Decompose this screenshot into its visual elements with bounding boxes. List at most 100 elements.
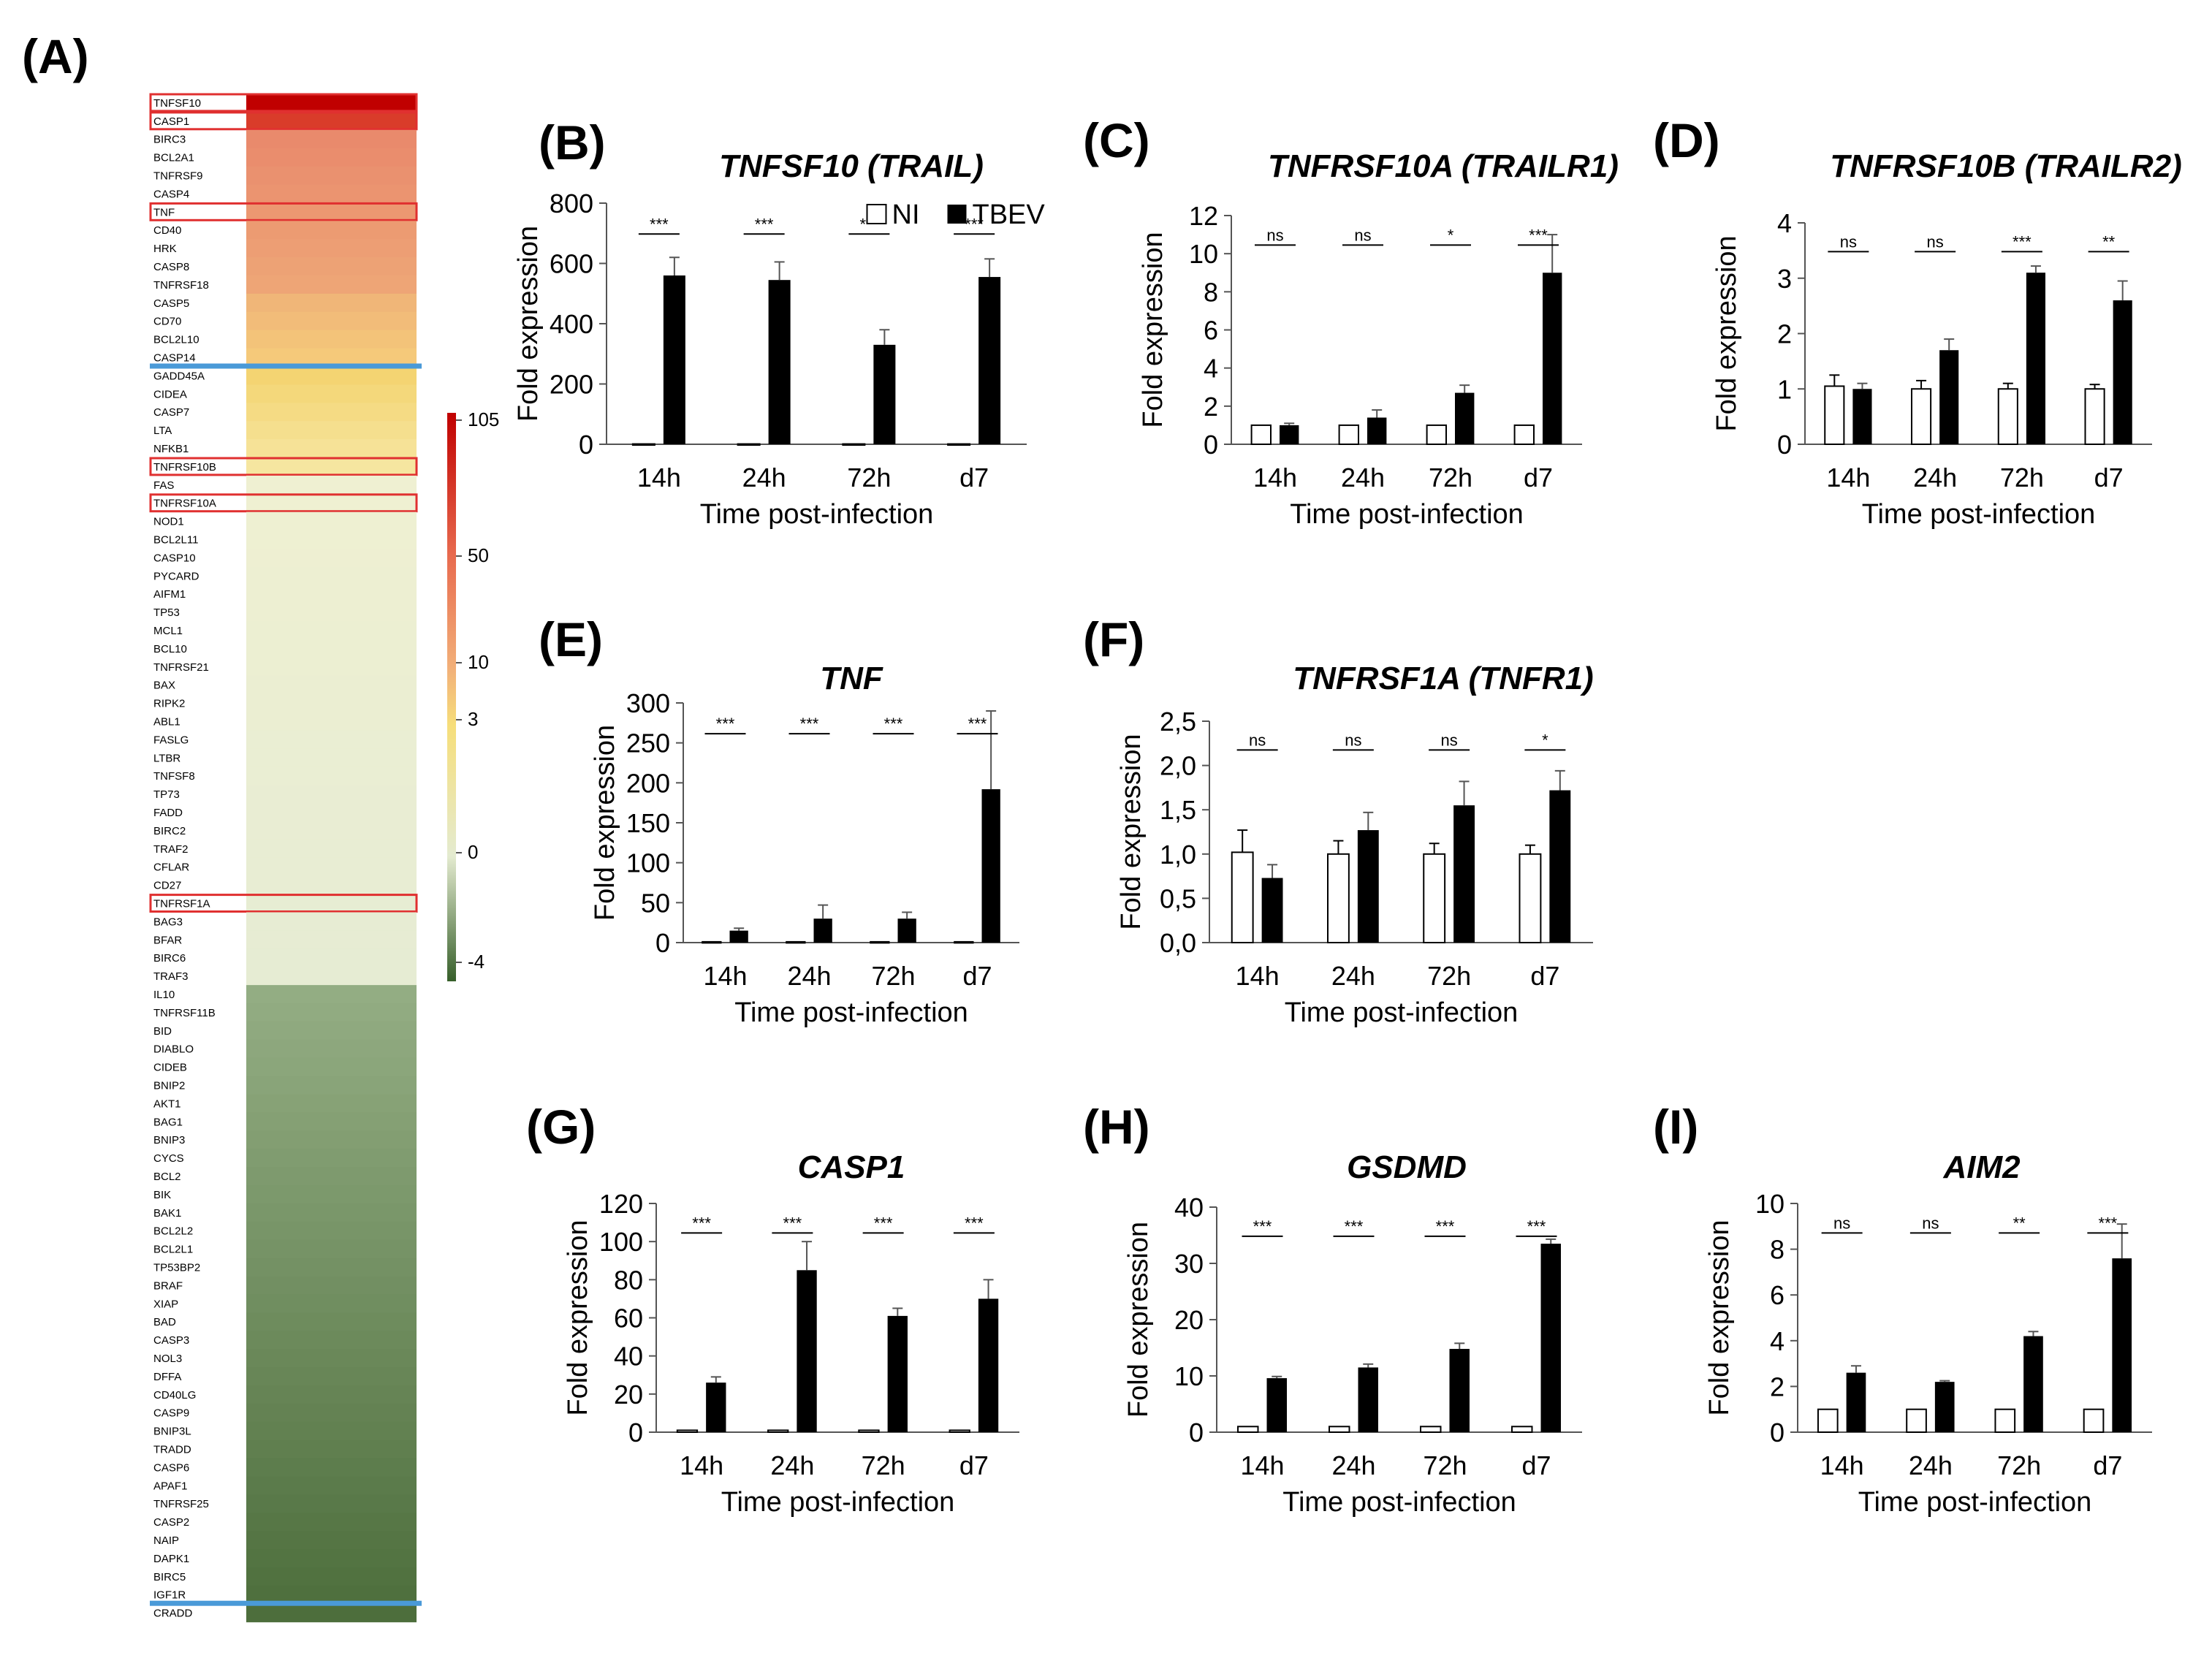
gene-label: GADD45A bbox=[153, 370, 205, 382]
gene-label: BCL2L1 bbox=[153, 1244, 193, 1256]
bar-ni bbox=[858, 1429, 880, 1434]
y-tick-label: 100 bbox=[626, 848, 670, 878]
significance-label: *** bbox=[884, 715, 903, 733]
bar-tbev bbox=[1540, 1244, 1561, 1432]
colorbar-label: 10 bbox=[468, 651, 489, 673]
significance-label: *** bbox=[874, 1214, 893, 1232]
bar-tbev bbox=[729, 930, 748, 943]
heatmap-cell bbox=[246, 821, 417, 840]
gene-label: NAIP bbox=[153, 1534, 179, 1547]
heatmap-cell bbox=[246, 1494, 417, 1513]
bar-ni bbox=[2084, 388, 2105, 445]
panel-letter: (C) bbox=[1083, 113, 1150, 167]
gene-label: BNIP3 bbox=[153, 1134, 185, 1146]
x-tick-label: 24h bbox=[1341, 463, 1385, 492]
highlight-box bbox=[149, 202, 418, 221]
heatmap-cell bbox=[246, 1476, 417, 1495]
gene-label: LTA bbox=[153, 425, 172, 437]
heatmap-cell bbox=[246, 1458, 417, 1477]
significance-label: ns bbox=[1922, 1214, 1939, 1232]
gene-label: IL10 bbox=[153, 989, 175, 1001]
gene-label: RIPK2 bbox=[153, 698, 185, 710]
heatmap-cell bbox=[246, 730, 417, 749]
heatmap-cell bbox=[246, 1167, 417, 1186]
panel-letter: (D) bbox=[1653, 113, 1720, 167]
chart-title: TNFRSF10A (TRAILR1) bbox=[1268, 148, 1619, 184]
x-tick-label: 24h bbox=[1331, 961, 1375, 991]
significance-label: *** bbox=[1527, 1217, 1546, 1236]
gene-label: BNIP3L bbox=[153, 1426, 191, 1438]
significance-label: *** bbox=[1345, 1217, 1364, 1236]
gene-label: CASP1 bbox=[153, 115, 189, 128]
significance-label: ** bbox=[2102, 232, 2116, 251]
gene-label: TRAF2 bbox=[153, 843, 189, 856]
y-tick-label: 8 bbox=[1204, 277, 1218, 307]
gene-label: HRK bbox=[153, 243, 177, 255]
bar-tbev bbox=[1358, 1367, 1378, 1432]
y-tick-label: 1,5 bbox=[1160, 795, 1196, 825]
gene-label: IGF1R bbox=[153, 1589, 186, 1602]
heatmap-cell bbox=[246, 293, 417, 313]
gene-label: CASP2 bbox=[153, 1516, 189, 1529]
y-tick-label: 200 bbox=[626, 768, 670, 798]
heatmap-cell bbox=[246, 548, 417, 567]
y-tick-label: 0,5 bbox=[1160, 883, 1196, 913]
y-tick-label: 20 bbox=[1174, 1305, 1204, 1335]
heatmap-cell bbox=[246, 639, 417, 658]
gene-label: TRAF3 bbox=[153, 970, 189, 983]
bar-tbev bbox=[978, 1298, 999, 1432]
y-tick-label: 0 bbox=[1189, 1418, 1204, 1448]
x-tick-label: 24h bbox=[770, 1450, 814, 1480]
bar-ni bbox=[1250, 424, 1272, 446]
x-tick-label: 24h bbox=[1913, 463, 1957, 492]
y-tick-label: 20 bbox=[614, 1380, 643, 1410]
gene-label: BCL2L2 bbox=[153, 1225, 193, 1238]
gene-label: DIABLO bbox=[153, 1043, 194, 1056]
gene-label: ABL1 bbox=[153, 716, 180, 729]
legend-label-ni: NI bbox=[892, 199, 920, 230]
gene-label: TNFRSF25 bbox=[153, 1498, 209, 1510]
heatmap-cell bbox=[246, 712, 417, 731]
x-axis-label: Time post-infection bbox=[1285, 997, 1519, 1028]
panel-letter: (G) bbox=[526, 1100, 596, 1154]
bar-tbev bbox=[1367, 417, 1387, 444]
x-tick-label: d7 bbox=[962, 961, 992, 991]
heatmap-cell bbox=[246, 930, 417, 949]
heatmap-cell bbox=[246, 1513, 417, 1532]
heatmap-cell bbox=[246, 1367, 417, 1386]
bar-ni bbox=[1994, 1408, 2016, 1433]
y-tick-label: 8 bbox=[1770, 1235, 1785, 1265]
x-axis-label: Time post-infection bbox=[721, 1487, 955, 1518]
heatmap-cell bbox=[246, 530, 417, 549]
gene-label: CRADD bbox=[153, 1608, 193, 1620]
y-tick-label: 2 bbox=[1204, 392, 1218, 422]
y-tick-label: 1,0 bbox=[1160, 840, 1196, 870]
y-tick-label: 10 bbox=[1189, 239, 1218, 269]
y-tick-label: 40 bbox=[1174, 1193, 1204, 1222]
gene-label: XIAP bbox=[153, 1298, 178, 1310]
chart-title: CASP1 bbox=[798, 1149, 905, 1185]
heatmap-cell bbox=[246, 1149, 417, 1168]
heatmap-cell bbox=[246, 1239, 417, 1259]
heatmap-cell bbox=[246, 1112, 417, 1131]
gene-label: TRADD bbox=[153, 1444, 191, 1456]
significance-label: ns bbox=[1833, 1214, 1850, 1232]
heatmap-cell bbox=[246, 511, 417, 531]
gene-label: NFKB1 bbox=[153, 443, 189, 455]
x-tick-label: 14h bbox=[1253, 463, 1297, 492]
bar-ni bbox=[1329, 1426, 1350, 1434]
gene-label: CASP10 bbox=[153, 552, 196, 564]
bar-tbev bbox=[1453, 805, 1475, 943]
heatmap-cell bbox=[246, 1203, 417, 1222]
y-tick-label: 150 bbox=[626, 808, 670, 838]
gene-label: CFLAR bbox=[153, 861, 189, 874]
bar-tbev bbox=[1939, 350, 1959, 444]
gene-label: CIDEA bbox=[153, 388, 187, 400]
gene-label: NOD1 bbox=[153, 516, 184, 528]
heatmap-cell bbox=[246, 148, 417, 167]
gene-label: APAF1 bbox=[153, 1480, 187, 1492]
highlight-box bbox=[149, 493, 418, 513]
heatmap-cell bbox=[246, 894, 417, 913]
y-tick-label: 250 bbox=[626, 729, 670, 758]
bar-ni bbox=[1511, 1426, 1533, 1434]
